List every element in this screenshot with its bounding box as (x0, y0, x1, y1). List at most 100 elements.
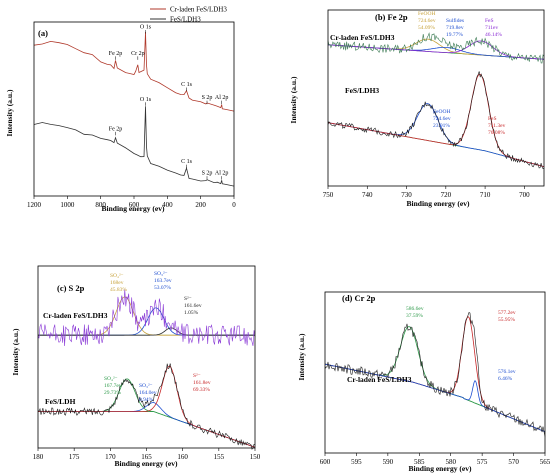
panel-c-label: (c) S 2p (57, 283, 85, 293)
panel-a-peak-annotation: Cr 2p (131, 51, 145, 57)
peak-annotation-d-577: 577.2ev 55.95% (498, 310, 516, 323)
panel-a-xlabel: Binding energy (ev) (102, 204, 165, 213)
peak-name: S²⁻ (193, 373, 201, 379)
peak-name: FeS (488, 116, 497, 122)
panel-b-fit-component (328, 40, 545, 60)
series-fes-ldh3-line (33, 106, 235, 187)
peak-position: 711.3ev (488, 123, 506, 129)
panel-a-xtick-label: 1200 (27, 201, 42, 209)
peak-annotation-b-feooh-bottom: FeOOH 724.6ev 23.91% (433, 109, 451, 129)
panel-c-baseline (38, 411, 256, 448)
panel-b-xtick-label: 740 (362, 191, 373, 199)
peak-annotation-b-fes-top: FeS 711ev 46.14% (485, 18, 502, 38)
peak-position: 719.8ev (446, 25, 464, 31)
panel-a-xtick-label: 1000 (60, 201, 75, 209)
peak-percent: 6.46% (498, 376, 513, 382)
panel-b-sample-cr-laden: Cr-laden FeS/LDH3 (330, 33, 395, 42)
series-cr-laden-fes-ldh3-line (33, 32, 235, 112)
panel-c-xlabel: Binding energy (ev) (115, 459, 178, 468)
peak-annotation-c-so4-top: SO₄²⁻ 168ev 45.83% (110, 273, 127, 293)
peak-percent: 29.73% (104, 390, 121, 396)
panel-a-peak-annotation: Fe 2p (109, 51, 123, 57)
peak-position: 724.6ev (433, 116, 451, 122)
panel-c-fit-component (38, 327, 255, 336)
panel-d-xtick-label: 570 (508, 458, 519, 466)
panel-b-fit-component (327, 73, 545, 167)
peak-annotation-b-fes-bottom: FeS 711.3ev 76.08% (488, 116, 506, 136)
peak-position: 577.2ev (498, 310, 516, 316)
panel-d-xtick-label: 585 (414, 458, 425, 466)
peak-annotation-c-so3-bottom: SO₃²⁻ 164.0ev 0.94% (139, 383, 157, 403)
peak-position: 164.0ev (139, 390, 157, 396)
peak-percent: 0.94% (139, 397, 154, 403)
peak-percent: 54.09% (418, 25, 435, 31)
panel-d-xtick-label: 595 (351, 458, 362, 466)
peak-position: 711ev (485, 25, 498, 31)
panel-b-frame (327, 9, 545, 187)
panel-c-s2p: Intensity (a.u.) 180 175 170 165 160 155 150 (… (11, 265, 261, 468)
panel-c-xtick-label: 155 (214, 453, 225, 461)
panel-c-xtick-label: 160 (177, 453, 188, 461)
peak-name: SO₃²⁻ (154, 271, 168, 277)
peak-position: 168ev (110, 280, 124, 286)
panel-a-peak-annotation: S 2p (202, 95, 213, 101)
panel-c-fit-component (38, 402, 256, 448)
panel-d-frame (324, 291, 546, 454)
peak-annotation-c-so3-top: SO₃²⁻ 163.7ev 53.07% (154, 271, 172, 291)
peak-percent: 23.91% (433, 123, 450, 129)
panel-b-experimental-spectrum (327, 32, 545, 64)
panel-b-xtick-label: 750 (323, 191, 334, 199)
peak-name: S²⁻ (184, 296, 192, 302)
panel-c-sample-cr-laden: Cr-laden FeS/LDH3 (43, 311, 108, 320)
peak-position: 576.1ev (498, 369, 516, 375)
panel-b-xtick-label: 720 (441, 191, 452, 199)
panel-c-fit-component (38, 365, 256, 448)
panel-c-experimental-spectrum (37, 289, 256, 347)
panel-c-xtick-label: 170 (105, 453, 116, 461)
peak-name: SO₄²⁻ (104, 376, 118, 382)
peak-name: SO₄²⁻ (110, 273, 124, 279)
peak-annotation-c-s2-bottom: S²⁻ 161.8ev 69.33% (193, 373, 211, 393)
peak-percent: 1.05% (184, 310, 199, 316)
peak-annotation-b-sulfides-top: Sulfides 719.8ev 19.77% (446, 17, 464, 38)
peak-name: FeOOH (433, 109, 450, 115)
panel-d-label: (d) Cr 2p (342, 293, 376, 303)
panel-a-xtick-label: 800 (95, 201, 106, 209)
panel-a-label: (a) (38, 28, 48, 38)
panel-a-xtick-label: 0 (232, 201, 236, 209)
peak-annotation-b-feooh-top: FeOOH 724.6ev 54.09% (418, 11, 436, 31)
panel-b-label: (b) Fe 2p (375, 12, 408, 22)
panel-c-xtick-label: 150 (250, 453, 261, 461)
peak-annotation-d-586: 586.6ev 37.59% (406, 306, 424, 319)
panel-d-xtick-label: 580 (445, 458, 456, 466)
panel-d-xtick-label: 600 (320, 458, 331, 466)
panel-b-sample-fes: FeS/LDH3 (345, 86, 379, 95)
peak-percent: 19.77% (446, 32, 463, 38)
peak-annotation-d-576: 576.1ev 6.46% (498, 369, 516, 382)
peak-name: Sulfides (446, 17, 464, 24)
panel-d-xlabel: Binding energy (ev) (409, 464, 472, 473)
peak-percent: 37.59% (406, 313, 423, 319)
panel-d-xtick-label: 590 (383, 458, 394, 466)
panel-a-xtick-label: 600 (129, 201, 140, 209)
panel-b-xtick-label: 700 (519, 191, 530, 199)
panel-b-ylabel: Intensity (a.u.) (289, 76, 298, 123)
panel-d-sample-cr-laden: Cr-laden FeS/LDH3 (347, 375, 412, 384)
peak-percent: 76.08% (488, 130, 505, 136)
legend-entry-fes: FeS/LDH3 (170, 16, 201, 24)
legend-entry-cr-laden: Cr-laden FeS/LDH3 (170, 6, 227, 14)
peak-percent: 55.95% (498, 317, 515, 323)
peak-name: SO₃²⁻ (139, 383, 153, 389)
peak-position: 167.7ev (104, 383, 122, 389)
panel-b-xtick-label: 730 (401, 191, 412, 199)
peak-position: 161.6ev (184, 303, 202, 309)
peak-percent: 45.83% (110, 287, 127, 293)
panel-a-peak-annotation: Al 2p (215, 95, 229, 101)
peak-percent: 53.07% (154, 285, 171, 291)
panel-a-ylabel: Intensity (a.u.) (5, 89, 14, 136)
panel-c-ylabel: Intensity (a.u.) (11, 328, 20, 375)
peak-annotation-c-so4-bottom: SO₄²⁻ 167.7ev 29.73% (104, 376, 122, 396)
panel-c-xtick-label: 175 (69, 453, 80, 461)
panel-c-sample-fes: FeS/LDH (45, 397, 76, 406)
